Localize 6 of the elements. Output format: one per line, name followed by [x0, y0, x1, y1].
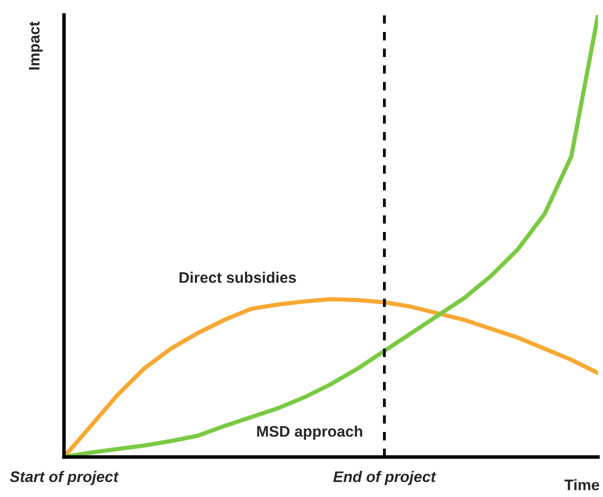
series-label: Direct subsidies [180, 272, 296, 283]
x-axis-title: Time [564, 479, 600, 490]
y-axis-title: Impact [28, 22, 43, 70]
x-tick-label: Start of project [10, 470, 119, 486]
x-tick-label: End of project [333, 470, 436, 486]
series-label: MSD approach [257, 426, 362, 440]
